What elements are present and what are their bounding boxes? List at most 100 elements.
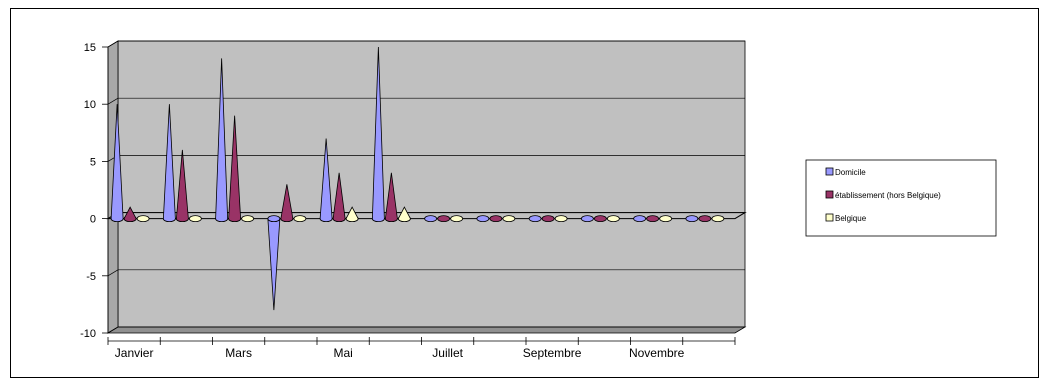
cone-body	[371, 46, 385, 222]
cone-mark	[319, 138, 333, 223]
cone-mark	[698, 215, 712, 223]
cone-base	[633, 215, 647, 223]
gridline-side	[107, 97, 119, 105]
cone-body	[397, 206, 411, 222]
cone-mark	[241, 215, 255, 223]
cone-body	[110, 104, 124, 222]
cone-mark	[175, 149, 189, 223]
cone-body	[345, 206, 359, 222]
cone-base	[241, 215, 255, 223]
cone-base	[554, 215, 568, 223]
cone-base	[188, 215, 202, 223]
cone-mark	[162, 104, 176, 223]
cone-mark	[685, 215, 699, 223]
cone-mark	[554, 215, 568, 223]
legend-label: Belgique	[835, 214, 867, 223]
cone-base	[293, 215, 307, 223]
cone-mark	[593, 215, 607, 223]
y-tick-label: 10	[84, 99, 96, 111]
y-tick-label: 15	[84, 42, 96, 54]
cone-mark	[606, 215, 620, 223]
legend-swatch	[825, 167, 834, 176]
cone-body	[162, 104, 176, 222]
cone-top	[267, 215, 281, 223]
cone-mark	[633, 215, 647, 223]
cone-base	[659, 215, 673, 223]
cone-mark	[267, 215, 281, 311]
cone-mark	[397, 206, 411, 223]
cone-body	[228, 115, 242, 222]
y-tick-label: -5	[86, 271, 96, 283]
y-tick-label: 0	[90, 214, 96, 226]
cone-body	[175, 149, 189, 222]
cone-mark	[136, 215, 150, 223]
cone-mark	[580, 215, 594, 223]
cone-mark	[123, 206, 137, 223]
back-wall	[117, 40, 746, 328]
x-tick-label: Mai	[333, 346, 352, 360]
cone-mark	[476, 215, 490, 223]
cone-mark	[528, 215, 542, 223]
gridline-side	[107, 269, 119, 277]
cone-base	[541, 215, 555, 223]
cone-body	[332, 172, 346, 222]
cone-base	[698, 215, 712, 223]
cone-mark	[293, 215, 307, 223]
cone-mark	[646, 215, 660, 223]
cone-base	[685, 215, 699, 223]
plot-walls	[106, 40, 747, 334]
cone-base	[450, 215, 464, 223]
gridline-side	[107, 326, 119, 334]
cone-base	[502, 215, 516, 223]
floor	[106, 326, 747, 334]
y-tick-label: -10	[80, 328, 96, 340]
cone-base	[136, 215, 150, 223]
cone-base	[437, 215, 451, 223]
cone-body	[280, 184, 294, 222]
cone-mark	[711, 215, 725, 223]
cone-body	[319, 138, 333, 222]
cone-base	[711, 215, 725, 223]
x-tick-label: Novembre	[629, 346, 685, 360]
legend: Domicile établissement (hors Belgique) Bel…	[805, 159, 997, 237]
y-axis: 15 10 5 0 -5 -10	[80, 42, 109, 340]
cone-base	[424, 215, 438, 223]
legend-label: établissement (hors Belgique)	[835, 191, 941, 200]
cone-mark	[489, 215, 503, 223]
legend-swatch	[825, 190, 834, 199]
cone-mark	[541, 215, 555, 223]
cone-mark	[188, 215, 202, 223]
cone-base	[489, 215, 503, 223]
cone-mark	[345, 206, 359, 223]
legend-box	[805, 159, 997, 237]
cone-base	[606, 215, 620, 223]
y-tick-label: 5	[90, 156, 96, 168]
cone-mark	[502, 215, 516, 223]
cone-mark	[332, 172, 346, 223]
cone-mark	[424, 215, 438, 223]
data-marks	[110, 46, 725, 311]
legend-label: Domicile	[835, 168, 866, 177]
x-tick-label: Janvier	[115, 346, 154, 360]
cone-mark	[437, 215, 451, 223]
cone-base	[476, 215, 490, 223]
cone-mark	[110, 104, 124, 223]
cone-base	[593, 215, 607, 223]
cone-mark	[215, 58, 229, 223]
x-tick-label: Juillet	[432, 346, 463, 360]
cone-mark	[450, 215, 464, 223]
cone-body	[123, 206, 137, 222]
cone-mark	[228, 115, 242, 223]
cone-mark	[371, 46, 385, 223]
cone-mark	[280, 184, 294, 223]
cone-base	[646, 215, 660, 223]
cone-body	[215, 58, 229, 222]
legend-swatch	[825, 213, 834, 222]
cone-base	[528, 215, 542, 223]
x-axis: Janvier Mars Mai Juillet Septembre Novembre	[107, 337, 736, 360]
cone-base	[580, 215, 594, 223]
cone-mark	[659, 215, 673, 223]
cone-mark	[384, 172, 398, 223]
